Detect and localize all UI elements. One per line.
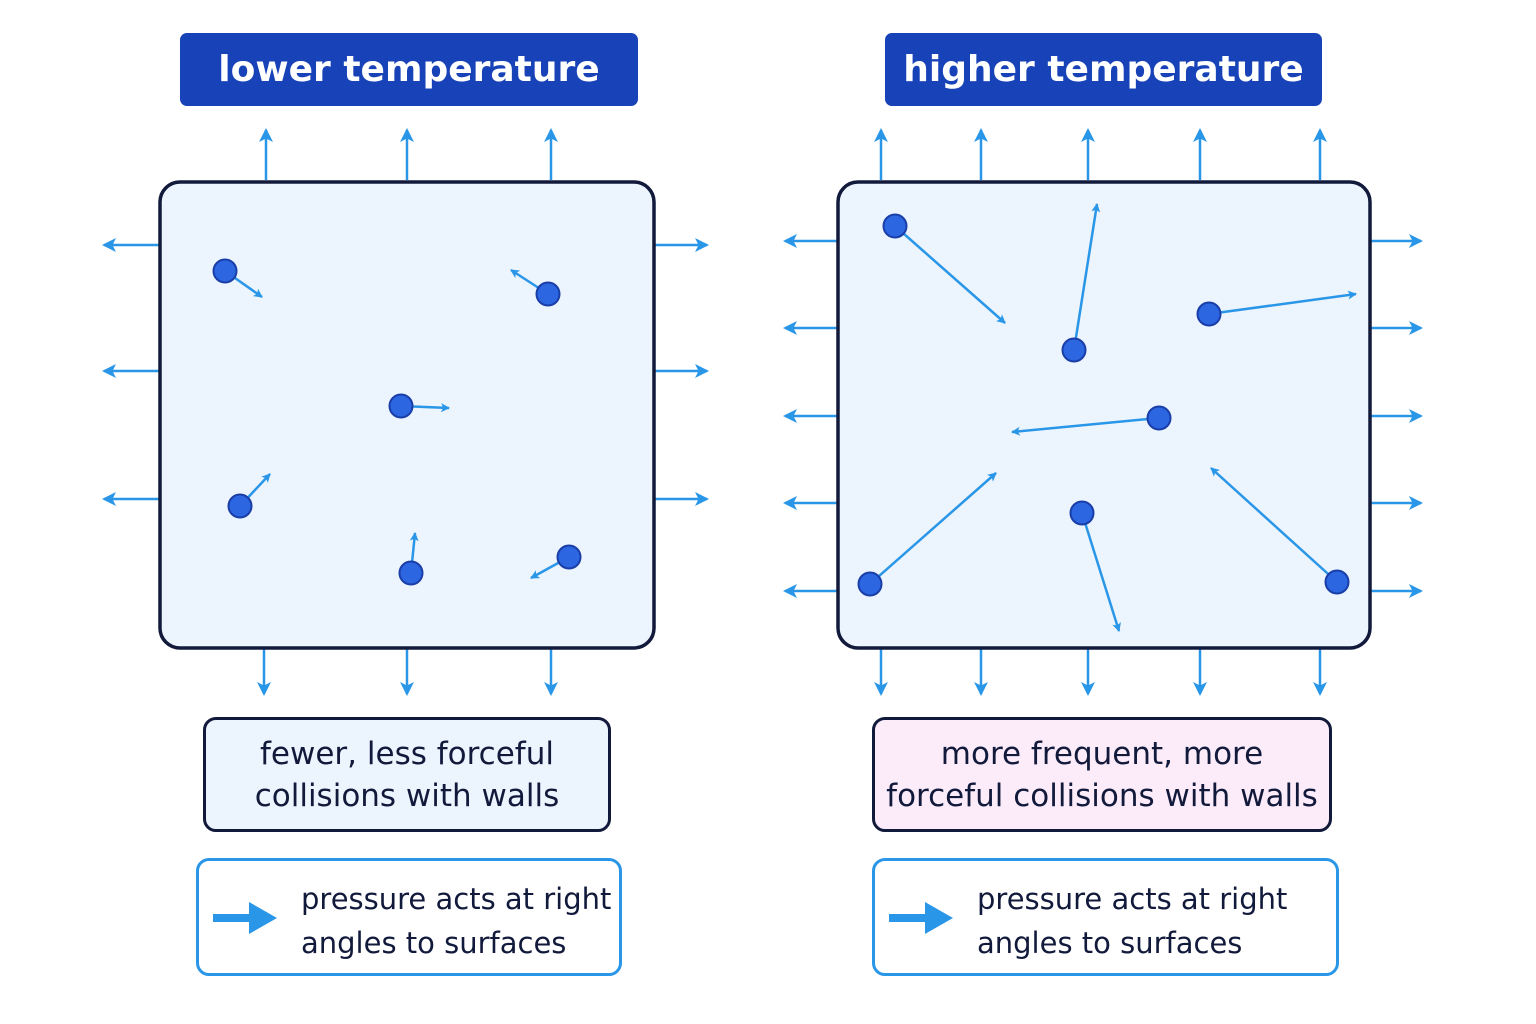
panel-title-lower: lower temperature — [180, 33, 638, 106]
particle-icon — [1069, 500, 1095, 526]
particle-icon — [857, 571, 883, 597]
particle-icon — [227, 493, 253, 519]
pressure-arrows-left — [102, 238, 160, 506]
particle-icon — [1324, 569, 1350, 595]
pressure-arrows-left — [783, 234, 838, 598]
particles — [857, 213, 1350, 597]
legend-lower: pressure acts at right angles to surface… — [196, 858, 622, 976]
velocity-arrow — [1072, 203, 1101, 351]
particle-icon — [556, 544, 582, 570]
velocity-arrow — [1210, 467, 1338, 583]
particle-icon — [1146, 405, 1172, 431]
panel-higher-temperature — [783, 128, 1423, 696]
particle-icon — [535, 281, 561, 307]
pressure-arrows-top — [259, 128, 558, 180]
pressure-arrows-right — [654, 238, 709, 506]
velocity-arrow — [1011, 416, 1160, 436]
particle-icon — [398, 560, 424, 586]
caption-line: more frequent, more — [940, 735, 1264, 772]
caption-line: fewer, less forceful — [260, 735, 554, 772]
velocity-arrow — [869, 472, 997, 585]
legend-line: pressure acts at right — [301, 882, 612, 916]
velocity-arrow — [1080, 512, 1121, 632]
caption-line: collisions with walls — [254, 777, 560, 814]
panel-title-higher: higher temperature — [885, 33, 1322, 106]
velocity-arrow — [1208, 290, 1357, 316]
pressure-arrows-bottom — [874, 648, 1327, 696]
caption-lower: fewer, less forceful collisions with wal… — [203, 717, 611, 832]
legend-line: pressure acts at right — [977, 882, 1288, 916]
pressure-arrow-icon — [213, 902, 277, 934]
legend-line: angles to surfaces — [977, 926, 1243, 960]
pressure-arrows-bottom — [257, 648, 558, 696]
particle-icon — [388, 393, 414, 419]
particle-icon — [212, 258, 238, 284]
velocity-arrows — [869, 203, 1357, 632]
caption-higher: more frequent, more forceful collisions … — [872, 717, 1332, 832]
legend-higher: pressure acts at right angles to surface… — [872, 858, 1339, 976]
caption-line: forceful collisions with walls — [886, 777, 1318, 814]
legend-line: angles to surfaces — [301, 926, 567, 960]
particle-icon — [1196, 301, 1222, 327]
pressure-arrows-right — [1370, 234, 1423, 598]
pressure-arrows-top — [874, 128, 1327, 180]
particles — [212, 258, 582, 586]
container-box — [836, 180, 1372, 650]
particle-icon — [1061, 337, 1087, 363]
velocity-arrow — [894, 225, 1006, 324]
particle-icon — [882, 213, 908, 239]
pressure-arrow-icon — [889, 902, 953, 934]
panel-lower-temperature — [102, 128, 709, 696]
